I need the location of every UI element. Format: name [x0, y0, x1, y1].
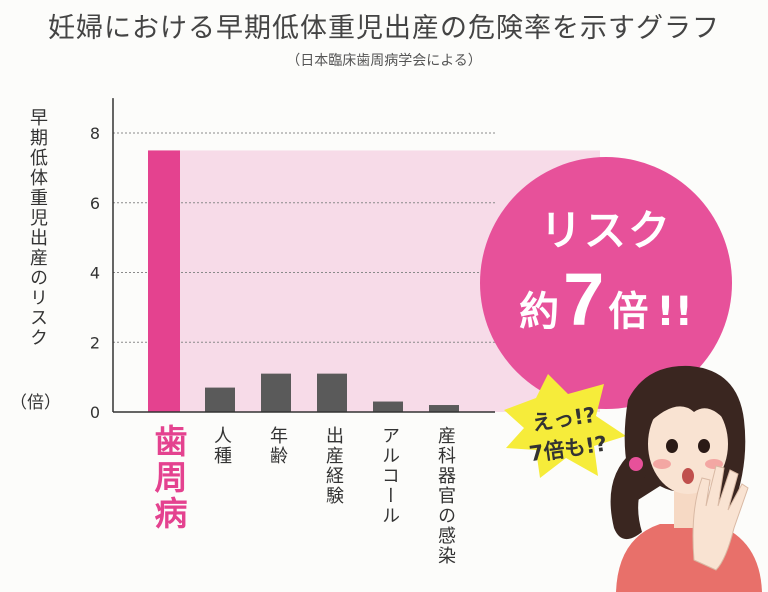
- y-axis-label: 早期低体重児出産のリスク: [27, 108, 48, 348]
- bar-3: [261, 373, 291, 412]
- x-tick-label: 産科器官の感染: [435, 426, 456, 566]
- y-tick-label: 8: [90, 124, 100, 143]
- chart-subtitle: （日本臨床歯周病学会による）: [286, 53, 482, 69]
- bubble-exclaim: !!: [656, 289, 693, 335]
- y-tick-label: 6: [90, 194, 100, 213]
- bar-4: [317, 373, 347, 412]
- y-tick-label: 4: [90, 264, 100, 283]
- y-axis-unit: （倍）: [10, 393, 61, 413]
- chart-title: 妊婦における早期低体重児出産の危険率を示すグラフ: [48, 13, 720, 44]
- x-tick-label: 年齢: [267, 426, 288, 466]
- bubble-post: 倍: [608, 289, 649, 335]
- bar-2: [205, 387, 235, 412]
- risk-bubble: リスク 約7 倍!!: [480, 157, 732, 409]
- y-tick-label: 2: [90, 333, 100, 352]
- bar-5: [373, 401, 403, 412]
- bubble-pre: 約: [519, 289, 560, 335]
- surprised-woman-illustration-icon: [610, 365, 762, 592]
- bubble-risk-label: リスク: [539, 206, 672, 255]
- bar-6: [429, 405, 459, 412]
- bubble-multiplier: 約7 倍!!: [480, 257, 732, 342]
- x-tick-label: 歯周病: [149, 424, 188, 532]
- y-tick-label: 0: [90, 403, 100, 422]
- surprise-burst-icon: [504, 374, 626, 478]
- bubble-number: 7: [563, 258, 605, 341]
- x-tick-label: 出産経験: [323, 426, 344, 506]
- x-tick-label: 人種: [211, 426, 232, 466]
- x-tick-label: アルコール: [379, 426, 400, 526]
- bar-1: [148, 150, 180, 412]
